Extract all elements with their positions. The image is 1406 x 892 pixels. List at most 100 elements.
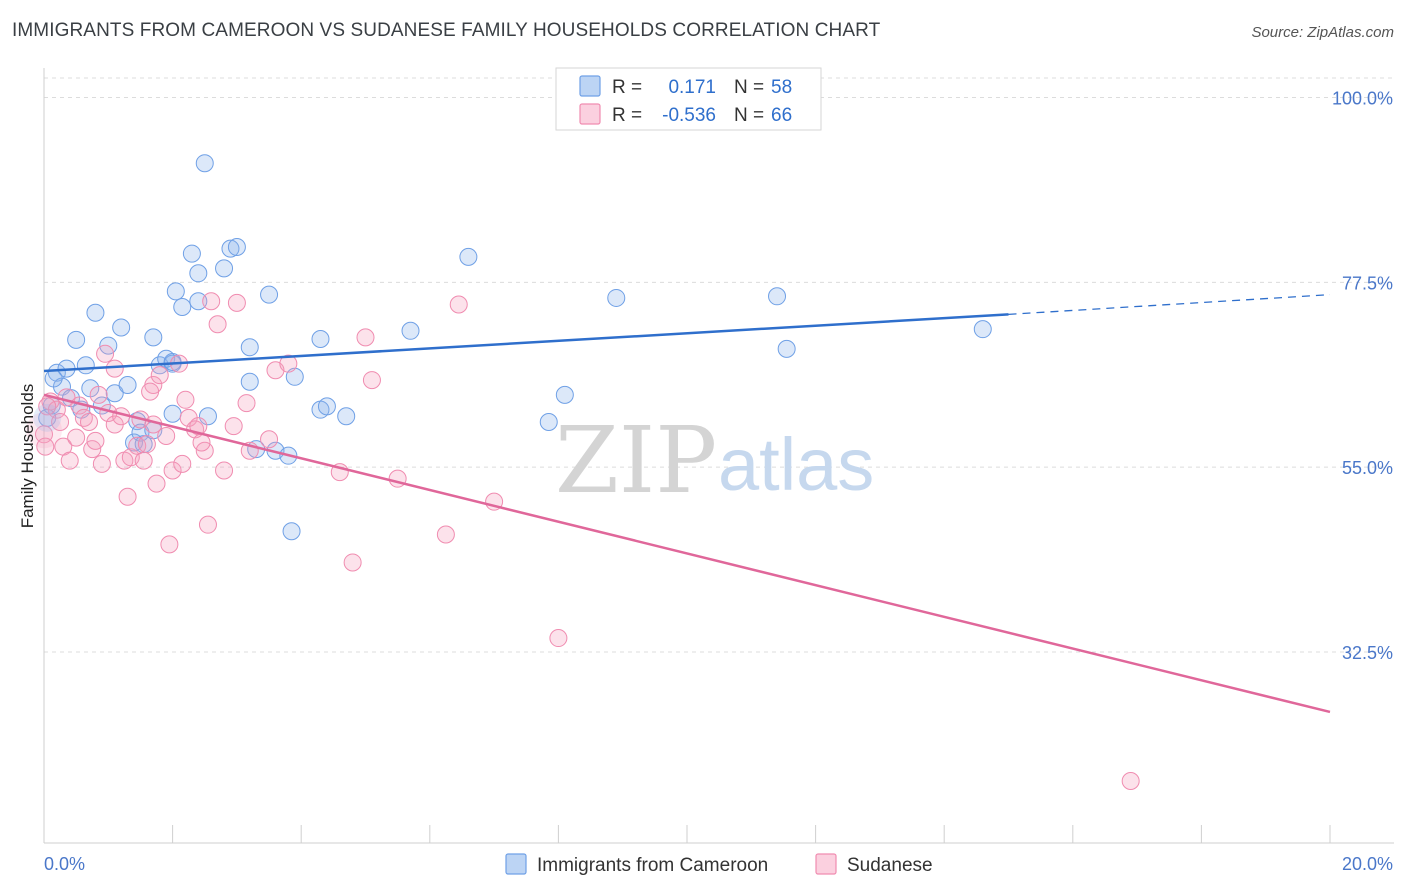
trend-lines [43,294,1331,714]
legend-r-value-sudanese: -0.536 [662,105,716,126]
trend-line-cameroon [43,313,1009,373]
point-cameroon [47,363,66,382]
point-sudanese [173,454,192,473]
point-sudanese [150,366,169,385]
point-sudanese [38,397,57,416]
point-sudanese [134,451,153,470]
point-cameroon [240,338,259,357]
point-cameroon [189,292,208,311]
trend-line-sudanese [43,393,1331,714]
point-cameroon [317,397,336,416]
point-cameroon [240,372,259,391]
watermark-zip: ZIP [555,407,717,514]
point-sudanese [96,344,115,363]
legend-n-label-cameroon: N = [734,77,764,98]
x-tick-label: 20.0% [1342,854,1393,874]
legend-swatch-cameroon [579,75,601,97]
point-sudanese [192,433,211,452]
legend-r-label-sudanese: R = [612,105,642,126]
legend-r-value-cameroon: 0.171 [668,77,716,98]
bottom-legend-swatch-sudanese [815,853,837,875]
chart-title: IMMIGRANTS FROM CAMEROON VS SUDANESE FAM… [12,20,881,41]
point-cameroon [260,285,279,304]
y-tick-label: 55.0% [1342,458,1393,478]
point-cameroon [311,330,330,349]
point-sudanese [362,371,381,390]
source-credit: Source: ZipAtlas.com [1251,24,1394,41]
point-cameroon [555,385,574,404]
bottom-legend-swatch-cameroon [505,853,527,875]
point-cameroon [105,384,124,403]
point-sudanese [343,553,362,572]
point-cameroon [163,404,182,423]
watermark: ZIP atlas [555,407,874,514]
point-cameroon [173,297,192,316]
point-sudanese [198,515,217,534]
point-sudanese [202,292,221,311]
grid [44,77,1394,653]
point-sudanese [36,437,55,456]
point-sudanese [356,328,375,347]
point-cameroon [112,318,131,337]
point-sudanese [147,474,166,493]
point-sudanese [237,394,256,413]
point-sudanese [163,461,182,480]
y-tick-label: 32.5% [1342,643,1393,663]
point-sudanese [224,417,243,436]
point-cameroon [195,154,214,173]
point-sudanese-cluster [26,412,62,449]
point-cameroon [182,244,201,263]
point-cameroon [198,407,217,426]
legend-r-label-cameroon: R = [612,77,642,98]
point-cameroon [401,321,420,340]
point-cameroon [285,367,304,386]
point-cameroon [459,247,478,266]
point-sudanese [80,412,99,431]
point-sudanese [137,435,156,454]
point-sudanese [51,412,70,431]
y-tick-label: 77.5% [1342,273,1393,293]
x-tick-label: 0.0% [44,854,85,874]
point-sudanese [67,428,86,447]
point-sudanese [118,487,137,506]
axes: 32.5% 55.0% 77.5% 100.0% 0.0% 20.0% [43,68,1394,874]
point-sudanese [260,430,279,449]
point-sudanese [157,426,176,445]
point-cameroon [144,328,163,347]
point-cameroon [607,288,626,307]
point-cameroon [67,330,86,349]
point-cameroon-cluster [33,403,62,432]
point-cameroon [282,522,301,541]
legend-n-value-sudanese: 66 [771,105,792,126]
y-axis-title-group: Family Households [18,384,37,529]
point-cameroon [221,239,240,258]
point-sudanese [60,451,79,470]
point-sudanese [279,354,298,373]
point-sudanese [105,359,124,378]
point-cameroon [973,320,992,339]
point-cameroon [768,287,787,306]
point-cameroon [76,356,95,375]
point-sudanese [89,385,108,404]
point-cameroon [539,412,558,431]
point-sudanese [176,390,195,409]
trend-line-cameroon-extension [1008,294,1331,316]
point-cameroon [44,369,63,388]
point-sudanese [160,535,179,554]
legend-swatch-sudanese [579,103,601,125]
point-cameroon [777,339,796,358]
legend: R = 0.171 N = 58 R = -0.536 N = 66 [555,67,822,131]
point-cameroon [118,376,137,395]
point-sudanese [227,293,246,312]
point-sudanese [86,431,105,450]
legend-n-value-cameroon: 58 [771,77,792,98]
bottom-legend-label-sudanese: Sudanese [847,855,933,876]
y-tick-label: 100.0% [1332,89,1393,109]
point-sudanese [436,525,455,544]
y-axis-title: Family Households [18,384,37,529]
point-cameroon [86,303,105,322]
watermark-atlas: atlas [718,423,874,506]
point-cameroon [227,238,246,257]
point-sudanese [549,629,568,648]
bottom-legend-label-cameroon: Immigrants from Cameroon [537,855,768,876]
